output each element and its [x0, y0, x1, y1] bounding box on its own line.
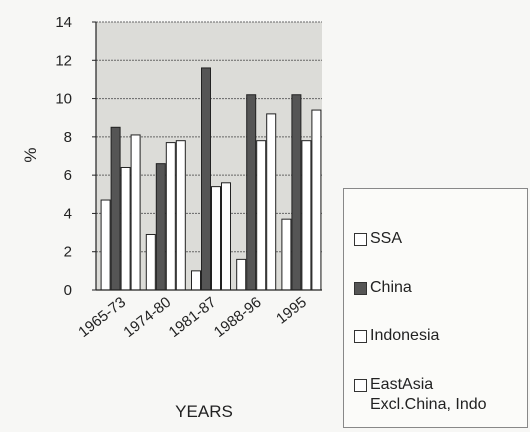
- bar-china-3: [246, 94, 257, 291]
- x-axis-label: YEARS: [175, 402, 233, 421]
- bar-ssa-3: [236, 258, 247, 291]
- bar-indonesia-0: [120, 166, 131, 291]
- legend-swatch-china: [354, 282, 367, 295]
- bar-china-4: [291, 94, 302, 291]
- legend-label-ssa: SSA: [370, 230, 403, 247]
- axes: [92, 21, 322, 291]
- bar-indonesia-4: [301, 140, 312, 291]
- bar-china-2: [201, 67, 211, 291]
- y-tick-label: 8: [64, 129, 72, 146]
- legend-item-china: China: [354, 278, 412, 298]
- bar-indonesia-3: [256, 140, 267, 291]
- bar-ssa-1: [145, 233, 156, 291]
- y-tick-label: 12: [55, 52, 72, 69]
- y-tick-label: 0: [64, 282, 72, 299]
- legend-label-indonesia: Indonesia: [370, 327, 440, 344]
- x-tick-label: 1988-96: [211, 294, 265, 341]
- bar-ssa-0: [100, 199, 111, 291]
- legend-item-indonesia: Indonesia: [354, 326, 439, 346]
- legend: SSA China Indonesia EastAsia Excl.China,…: [343, 188, 528, 428]
- legend-label-china: China: [370, 279, 412, 296]
- bar-indonesia-2: [211, 186, 221, 291]
- bar-eastasia-4: [311, 109, 322, 291]
- y-tick-label: 10: [55, 91, 72, 108]
- y-tick-label: 2: [64, 244, 72, 261]
- bar-eastasia-3: [266, 113, 277, 291]
- y-tick-label: 14: [55, 14, 72, 31]
- legend-swatch-eastasia: [354, 379, 367, 392]
- y-tick-label: 6: [64, 167, 72, 184]
- legend-swatch-ssa: [354, 233, 367, 246]
- x-tick-label: 1974-80: [120, 294, 174, 341]
- legend-swatch-indonesia: [354, 330, 367, 343]
- x-tick-label: 1981-87: [166, 294, 220, 341]
- bar-eastasia-0: [130, 134, 141, 291]
- bar-eastasia-1: [175, 140, 186, 291]
- bar-eastasia-2: [221, 182, 231, 291]
- legend-label-eastasia: EastAsia Excl.China, Indo: [370, 376, 487, 413]
- bar-ssa-2: [191, 270, 201, 291]
- legend-item-eastasia: EastAsia Excl.China, Indo: [354, 375, 487, 415]
- y-tick-label: 4: [64, 205, 72, 222]
- y-axis-label: %: [21, 147, 40, 162]
- y-tick-labels: 0 2 4 6 8 10 12 14: [55, 14, 72, 299]
- bar-china-0: [110, 126, 121, 291]
- bar-indonesia-1: [165, 142, 176, 291]
- x-tick-label: 1965-73: [75, 294, 129, 341]
- x-tick-label: 1995: [273, 294, 310, 328]
- legend-item-ssa: SSA: [354, 229, 402, 249]
- bar-ssa-4: [281, 218, 292, 291]
- bar-china-1: [155, 163, 166, 291]
